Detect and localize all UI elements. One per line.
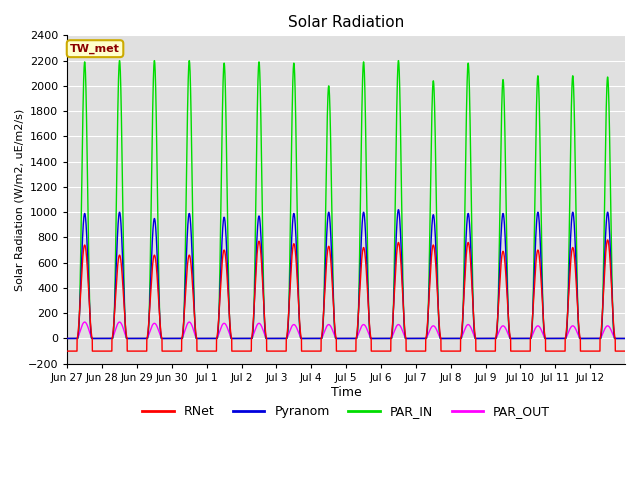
PAR_IN bbox=[397, 144, 404, 150]
RNet bbox=[527, 336, 534, 341]
Pyranom bbox=[397, 237, 404, 243]
PAR_OUT bbox=[63, 336, 71, 341]
PAR_IN bbox=[63, 336, 71, 341]
RNet bbox=[367, 335, 374, 340]
Text: TW_met: TW_met bbox=[70, 44, 120, 54]
PAR_IN bbox=[179, 333, 187, 338]
Pyranom bbox=[63, 336, 71, 341]
Line: PAR_OUT: PAR_OUT bbox=[67, 322, 625, 338]
PAR_OUT bbox=[397, 324, 404, 330]
RNet bbox=[179, 328, 187, 334]
RNet bbox=[621, 348, 629, 354]
Legend: RNet, Pyranom, PAR_IN, PAR_OUT: RNet, Pyranom, PAR_IN, PAR_OUT bbox=[138, 400, 555, 423]
Pyranom bbox=[621, 336, 629, 341]
Pyranom bbox=[367, 336, 374, 341]
PAR_IN bbox=[527, 336, 534, 341]
PAR_OUT bbox=[499, 323, 507, 329]
Y-axis label: Solar Radiation (W/m2, uE/m2/s): Solar Radiation (W/m2, uE/m2/s) bbox=[15, 108, 25, 291]
PAR_IN bbox=[621, 336, 629, 341]
RNet bbox=[499, 249, 507, 254]
Line: RNet: RNet bbox=[67, 240, 625, 351]
PAR_OUT bbox=[541, 335, 549, 341]
PAR_OUT bbox=[179, 333, 187, 339]
Title: Solar Radiation: Solar Radiation bbox=[288, 15, 404, 30]
PAR_OUT bbox=[527, 336, 534, 341]
RNet bbox=[397, 257, 404, 263]
Pyranom bbox=[499, 211, 507, 216]
PAR_IN bbox=[541, 336, 549, 341]
X-axis label: Time: Time bbox=[331, 385, 362, 398]
PAR_OUT bbox=[81, 319, 88, 325]
PAR_OUT bbox=[367, 336, 375, 341]
PAR_IN bbox=[116, 58, 124, 63]
Line: Pyranom: Pyranom bbox=[67, 210, 625, 338]
Pyranom bbox=[541, 336, 549, 341]
PAR_OUT bbox=[621, 336, 629, 341]
Pyranom bbox=[179, 331, 187, 336]
PAR_IN bbox=[367, 336, 375, 341]
RNet bbox=[63, 348, 71, 354]
RNet bbox=[541, 333, 548, 339]
Pyranom bbox=[527, 336, 534, 341]
Line: PAR_IN: PAR_IN bbox=[67, 60, 625, 338]
Pyranom bbox=[394, 207, 402, 213]
RNet bbox=[604, 237, 611, 243]
PAR_IN bbox=[499, 77, 507, 83]
